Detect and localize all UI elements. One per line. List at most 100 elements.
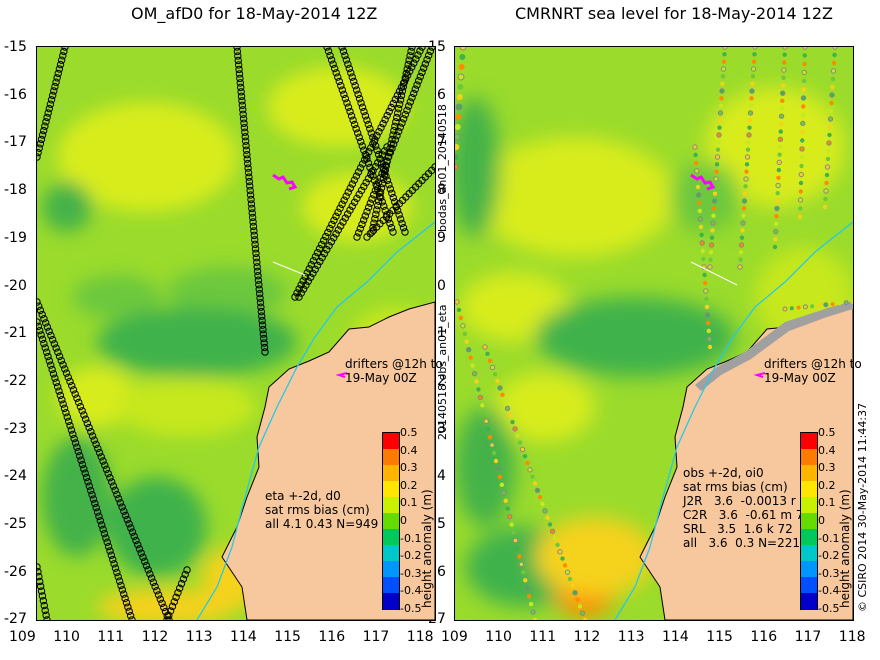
longitude-tick-label: 111 [97,629,125,645]
right-drifter-note: drifters @12h to 19-May 00Z [764,357,862,385]
latitude-tick-label: -16 [4,86,27,103]
colorbar-segment [801,577,817,594]
stats-line: J2R 3.6 -0.0013 r 7 [683,494,808,508]
latitude-tick-label: -22 [4,372,27,389]
left-map-svg [37,47,435,620]
longitude-tick-label: 113 [185,629,213,645]
colorbar-segment [801,593,817,610]
colorbar-tick-label: -0.1 [818,531,840,545]
latitude-tick-label: -23 [4,420,27,437]
latitude-tick-label: -25 [4,516,27,532]
drifter-note-line: 19-May 00Z [345,371,417,385]
colorbar-segment [383,593,399,610]
stats-line: obs +-2d, oi0 [683,466,764,480]
longitude-tick-label: 116 [318,629,346,645]
longitude-tick-label: 112 [141,629,169,645]
australia-land [221,301,435,620]
colorbar-tick-label: 0.2 [400,478,418,492]
colorbar-tick-label: 0.1 [400,496,418,510]
longitude-tick-label: 111 [529,629,557,645]
right-map-panel [454,46,854,621]
colorbar-right [800,432,818,610]
colorbar-segment [383,529,399,546]
stats-line: eta +-2d, d0 [265,489,341,503]
colorbar-tick-label: -0.1 [400,531,422,545]
colorbar-segment [383,497,399,514]
wind-vector [272,261,306,276]
colorbar-tick-label: -0.3 [818,566,840,580]
longitude-tick-label: 117 [794,629,822,645]
colorbar-segment [383,577,399,594]
colorbar-tick-label: 0.2 [818,478,836,492]
colorbar-segment [801,481,817,498]
colorbar-segment [383,481,399,498]
latitude-tick-label: -19 [4,229,27,246]
longitude-tick-label: 118 [406,629,434,645]
colorbar-tick-label: 0.4 [400,443,418,457]
coastal-obs-band [695,301,853,391]
satellite-observations [455,47,853,620]
colorbar-tick-label: 0.1 [818,496,836,510]
latitude-tick-label: -20 [4,277,27,294]
stats-line: sat rms bias (cm) [265,503,370,517]
colorbar-segment [801,449,817,466]
longitude-tick-label: 110 [53,629,80,645]
colorbar-tick-label: -0.4 [818,584,840,598]
colorbar-tick-label: 0.3 [818,461,836,475]
colorbar-tick-label: 0 [818,514,825,527]
sea-level-anomaly-field [455,87,853,617]
colorbar-segment [801,497,817,514]
shelf-contour [614,221,853,620]
colorbar-segment [801,529,817,546]
colorbar-tick-label: 0 [400,514,407,527]
right-map-svg [455,47,853,620]
left-map-panel [36,46,436,621]
colorbar-segment [801,545,817,562]
latitude-tick-label: -27 [4,611,27,628]
drifter-tracks [690,173,766,378]
longitude-tick-label: 109 [441,629,468,645]
colorbar-segment [801,561,817,578]
colorbar-tick-label: -0.5 [400,602,422,615]
latitude-tick-label: -26 [4,563,27,580]
stats-line: sat rms bias (cm) [683,480,788,494]
right-map-title: CMRNRT sea level for 18-May-2014 12Z [515,4,833,23]
longitude-tick-label: 115 [706,629,733,645]
stats-line: SRL 3.5 1.6 k 72 [683,522,793,536]
longitude-tick-label: 116 [750,629,778,645]
latitude-tick-label: -15 [4,39,27,55]
stats-line: all 4.1 0.43 N=949 [265,517,379,531]
left-map-title: OM_afD0 for 18-May-2014 12Z [131,4,378,23]
longitude-tick-label: 114 [662,629,689,645]
copyright-label: © CSIRO 2014 30-May-2014 11:44:37 [856,402,869,612]
colorbar-left [382,432,400,610]
colorbar-segment [801,465,817,482]
latitude-tick-label: -24 [4,468,27,485]
colorbar-tick-label: -0.2 [400,549,422,563]
analysis-id-label: bodas_an01_20140518 [436,104,449,232]
wind-vector [690,261,738,286]
colorbar-tick-label: 0.4 [818,443,836,457]
right-stats-box: obs +-2d, oi0 sat rms bias (cm) J2R 3.6 -0… [683,466,811,550]
longitude-tick-label: 118 [838,629,866,645]
longitude-tick-label: 115 [274,629,301,645]
drifter-note-line: drifters @12h to [345,357,443,371]
stats-line: all 3.6 0.3 N=221 [683,536,801,550]
colorbar-segment [383,561,399,578]
colorbar-right-title: height anomaly (m) [838,489,852,608]
drifter-note-line: drifters @12h to [764,357,862,371]
latitude-tick-label: -17 [4,134,27,151]
colorbar-tick-label: 0.5 [400,426,418,439]
colorbar-segment [383,545,399,562]
colorbar-tick-label: -0.2 [818,549,840,563]
drifter-note-line: 19-May 00Z [764,371,836,385]
shelf-contour [196,221,435,620]
drifter-tracks [272,173,348,378]
longitude-tick-label: 110 [485,629,512,645]
colorbar-left-title: height anomaly (m) [420,489,434,608]
left-stats-box: eta +-2d, d0 sat rms bias (cm) all 4.1 0.4… [265,489,378,531]
latitude-tick-label: -18 [4,182,27,199]
latitude-tick-label: -21 [4,325,27,342]
colorbar-segment [383,465,399,482]
longitude-tick-label: 109 [9,629,36,645]
